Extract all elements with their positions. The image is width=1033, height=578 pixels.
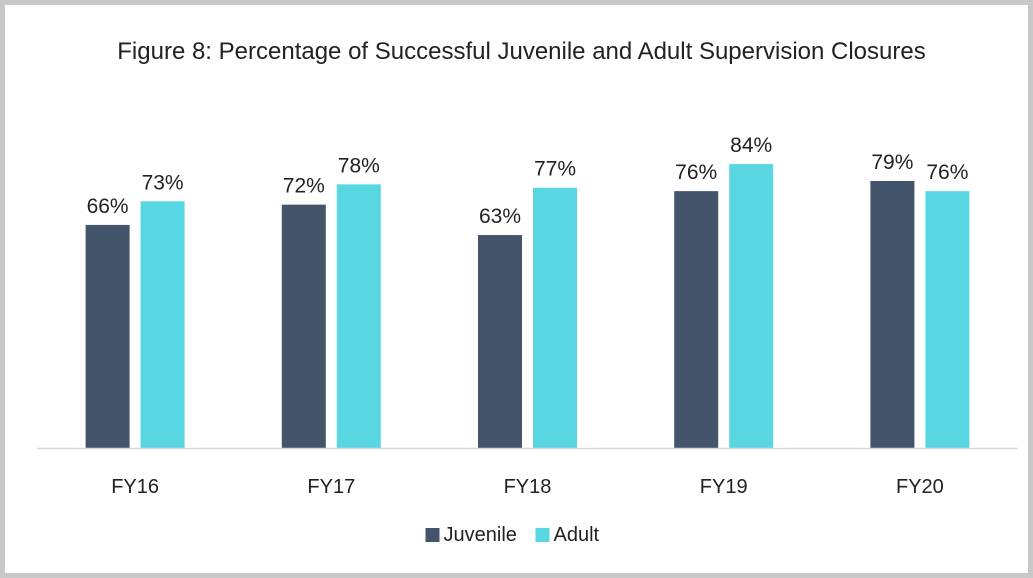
data-label-juvenile-fy16: 66% xyxy=(87,195,129,218)
data-label-adult-fy17: 78% xyxy=(338,154,380,177)
bars-layer xyxy=(85,164,970,449)
bar-adult-fy20 xyxy=(925,191,970,448)
x-tick-label-fy18: FY18 xyxy=(504,476,552,498)
legend: Juvenile Adult xyxy=(425,524,600,546)
data-label-adult-fy16: 73% xyxy=(142,171,184,194)
data-label-juvenile-fy19: 76% xyxy=(675,161,717,184)
bar-juvenile-fy19 xyxy=(674,191,719,448)
x-tick-label-fy19: FY19 xyxy=(700,476,748,498)
bar-juvenile-fy16 xyxy=(85,224,130,448)
data-label-juvenile-fy17: 72% xyxy=(283,175,325,198)
chart-plot: 66%73% 72%78%63%77% 76%84%79% 76% FY16 FY17 F… xyxy=(37,134,1018,546)
bar-juvenile-fy20 xyxy=(870,180,915,449)
legend-swatch-adult xyxy=(535,528,550,542)
data-label-adult-fy20: 76% xyxy=(926,161,968,184)
x-tick-label-fy20: FY20 xyxy=(896,476,944,498)
chart-title: Figure 8: Percentage of Successful Juven… xyxy=(117,38,926,65)
x-tick-label-fy16: FY16 xyxy=(111,476,159,498)
bar-adult-fy19 xyxy=(729,164,774,448)
bar-adult-fy16 xyxy=(140,201,185,448)
x-tick-label-fy17: FY17 xyxy=(307,476,355,498)
bar-adult-fy18 xyxy=(533,187,577,449)
legend-swatch-juvenile xyxy=(425,528,440,542)
bar-adult-fy17 xyxy=(336,184,381,449)
data-label-adult-fy18: 77% xyxy=(534,158,576,181)
bar-juvenile-fy18 xyxy=(478,235,522,448)
data-label-juvenile-fy20: 79% xyxy=(871,151,913,174)
data-label-juvenile-fy18: 63% xyxy=(479,205,521,228)
x-tick-labels-layer: FY16 FY17 FY18 FY19 FY20 xyxy=(111,476,944,498)
data-labels-layer: 66% 73% 72% 78% 63% 77% 76% 84% 79% 76% xyxy=(87,134,969,228)
legend-label-adult: Adult xyxy=(554,524,600,546)
data-label-adult-fy19: 84% xyxy=(730,134,772,157)
bar-juvenile-fy17 xyxy=(281,204,326,448)
legend-label-juvenile: Juvenile xyxy=(444,524,517,546)
